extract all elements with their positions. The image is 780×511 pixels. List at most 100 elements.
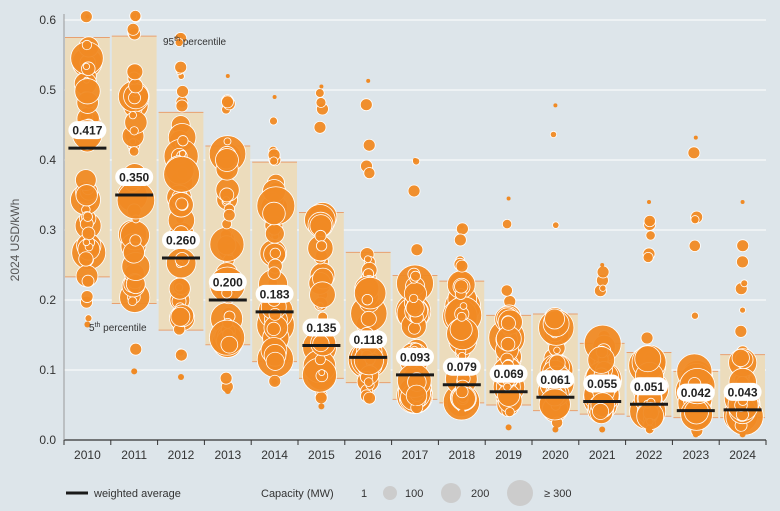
- y-tick-label: 0.0: [39, 433, 56, 447]
- legend-size-1-label: 1: [361, 488, 367, 500]
- project-bubble-max: [366, 78, 371, 83]
- project-bubble: [548, 354, 566, 372]
- project-bubble: [163, 156, 200, 193]
- y-tick-label: 0.1: [39, 363, 56, 377]
- x-tick-label: 2016: [355, 448, 382, 462]
- project-bubble-min: [505, 424, 512, 431]
- project-bubble: [75, 184, 98, 207]
- project-bubble: [599, 284, 607, 292]
- weighted-average-label: 0.079: [447, 360, 477, 374]
- project-bubble: [269, 156, 279, 166]
- project-bubble: [690, 215, 700, 225]
- project-bubble-min: [412, 405, 418, 412]
- weighted-average-label-bg: [630, 377, 668, 396]
- project-bubble: [313, 120, 327, 134]
- weighted-average-label: 0.042: [681, 386, 711, 400]
- project-bubble-min: [178, 374, 184, 380]
- weighted-average-label: 0.350: [119, 171, 149, 185]
- project-bubble-min: [365, 397, 372, 404]
- project-bubble: [503, 382, 512, 392]
- legend: weighted average Capacity (MW) 1 100 200…: [66, 480, 571, 506]
- project-bubble: [269, 116, 278, 126]
- project-bubble: [690, 311, 699, 320]
- project-bubble: [174, 60, 188, 74]
- project-bubble: [640, 331, 654, 345]
- project-bubble: [223, 137, 232, 146]
- project-bubble: [219, 187, 235, 203]
- legend-size-300-circle: [507, 480, 533, 506]
- x-tick-label: 2018: [448, 448, 475, 462]
- project-bubble: [500, 336, 516, 352]
- y-tick-label: 0.3: [39, 223, 56, 237]
- y-axis-label: 2024 USD/kWh: [8, 199, 22, 282]
- project-bubble: [359, 98, 373, 112]
- x-tick-label: 2010: [74, 448, 101, 462]
- project-bubble-max: [413, 158, 417, 162]
- legend-size-100-label: 100: [405, 488, 423, 500]
- project-bubble: [318, 369, 326, 376]
- project-bubble: [269, 247, 281, 259]
- project-bubble: [170, 306, 191, 327]
- project-bubble: [454, 279, 469, 294]
- project-bubble: [459, 302, 468, 310]
- project-bubble-min: [692, 431, 699, 438]
- project-bubble: [128, 78, 144, 94]
- weighted-average-label: 0.061: [540, 373, 570, 387]
- x-tick-label: 2011: [121, 448, 147, 462]
- weighted-average-label-bg: [583, 374, 622, 393]
- project-bubble: [409, 293, 419, 304]
- x-tick-label: 2017: [402, 448, 429, 462]
- project-bubble: [215, 148, 239, 172]
- y-tick-label: 0.6: [39, 13, 56, 27]
- project-bubble: [636, 402, 665, 430]
- project-bubble: [592, 402, 610, 420]
- project-bubble: [223, 208, 236, 222]
- weighted-average-label-bg: [302, 318, 341, 337]
- y-tick-label: 0.4: [39, 153, 56, 167]
- project-bubble: [174, 348, 188, 362]
- weighted-average-label-bg: [442, 357, 481, 376]
- project-bubble: [596, 265, 610, 279]
- project-bubble: [175, 197, 189, 211]
- project-bubble: [266, 321, 281, 336]
- project-bubble: [634, 345, 662, 373]
- project-bubble-max: [132, 13, 137, 18]
- weighted-average-label: 0.118: [354, 333, 384, 347]
- x-tick-label: 2024: [729, 448, 756, 462]
- project-bubble: [407, 184, 421, 198]
- project-bubble: [127, 296, 138, 307]
- weighted-average-label: 0.093: [400, 350, 430, 364]
- project-bubble-min: [84, 321, 91, 328]
- project-bubble-max: [272, 95, 277, 99]
- project-bubble: [128, 111, 137, 120]
- project-bubble: [456, 311, 467, 322]
- x-tick-label: 2013: [214, 448, 241, 462]
- project-bubble: [408, 321, 421, 335]
- weighted-average-label-bg: [723, 382, 762, 401]
- weighted-average-label-bg: [676, 383, 715, 402]
- project-bubble: [84, 314, 93, 323]
- project-bubble: [353, 345, 385, 376]
- p5-annotation: 5th percentile: [89, 322, 147, 334]
- project-bubble: [642, 251, 654, 263]
- project-bubble: [410, 270, 421, 282]
- project-bubble: [82, 211, 93, 222]
- project-bubble: [81, 274, 95, 288]
- project-bubble: [78, 251, 94, 267]
- project-bubble: [267, 266, 281, 280]
- project-bubble: [268, 307, 282, 321]
- project-bubble-min: [271, 378, 278, 385]
- project-bubble: [129, 234, 142, 247]
- weighted-average-markers: 0.417 0.350 0.260 0.200 0.183 0.135 0.118 0.093…: [68, 121, 762, 413]
- project-bubble-min: [646, 426, 652, 433]
- project-bubble: [314, 229, 327, 242]
- x-tick-label: 2021: [589, 448, 616, 462]
- project-bubble: [500, 315, 516, 331]
- weighted-average-label: 0.051: [634, 380, 664, 394]
- weighted-average-label-bg: [162, 231, 200, 249]
- project-bubble: [643, 214, 656, 228]
- x-tick-label: 2015: [308, 448, 335, 462]
- project-bubble: [126, 22, 140, 36]
- weighted-average-label-bg: [349, 330, 388, 349]
- project-bubble: [362, 138, 376, 152]
